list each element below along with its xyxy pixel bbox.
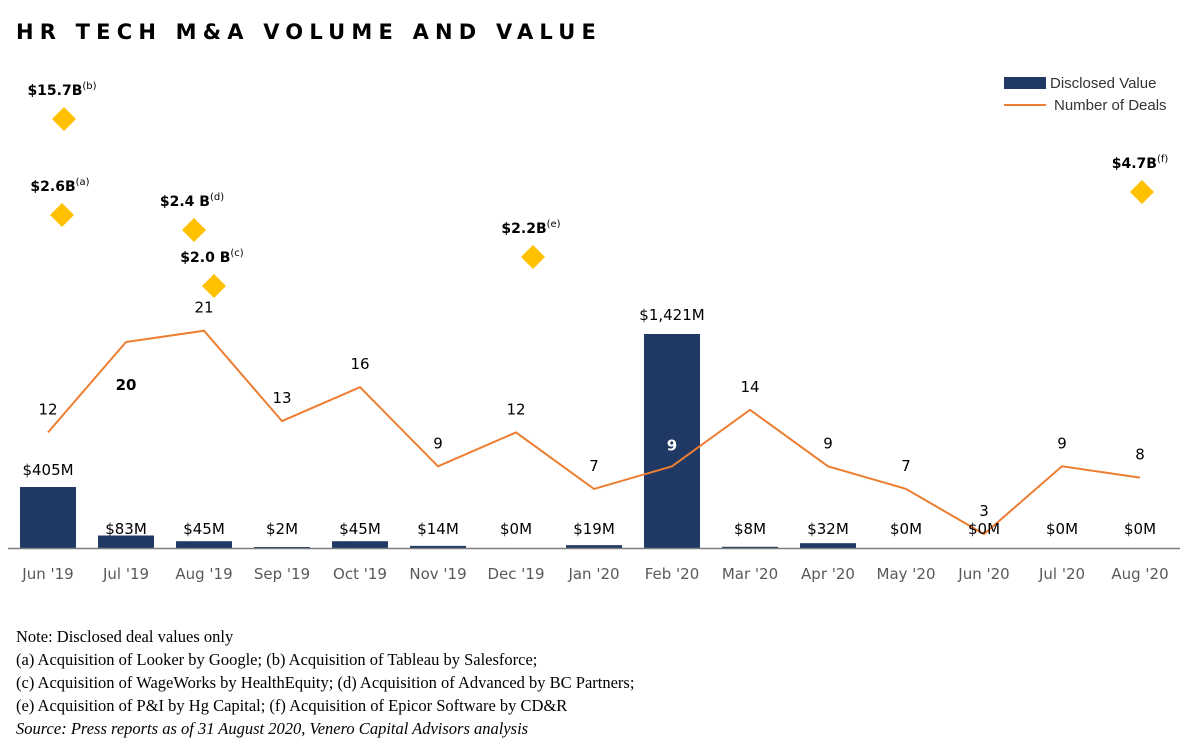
- annotation-diamond-icon: [182, 218, 206, 242]
- bar-10: [800, 543, 856, 548]
- annotation-diamond-icon: [202, 274, 226, 298]
- footnotes: Note: Disclosed deal values only (a) Acq…: [16, 625, 634, 740]
- bar-value-label: $405M: [22, 461, 73, 479]
- bar-7: [566, 545, 622, 548]
- x-tick-label: Dec '19: [487, 565, 544, 583]
- legend-label-number-of-deals: Number of Deals: [1054, 96, 1167, 114]
- line-value-label: 7: [589, 457, 599, 475]
- bar-value-label: $0M: [890, 520, 922, 538]
- line-value-label: 9: [823, 434, 833, 452]
- line-layer: [47, 329, 1141, 536]
- deals-line: [47, 329, 1141, 536]
- x-tick-label: Oct '19: [333, 565, 387, 583]
- line-value-label: 20: [116, 376, 137, 394]
- x-tick-label: Jul '20: [1038, 565, 1085, 583]
- legend-line-swatch: [1004, 104, 1046, 106]
- line-value-label: 7: [901, 457, 911, 475]
- x-tick-label: Mar '20: [722, 565, 778, 583]
- line-value-label: 8: [1135, 446, 1145, 464]
- annotation-label: $2.0 B(c): [180, 248, 243, 266]
- annotation-label: $15.7B(b): [27, 81, 96, 99]
- line-value-label: 13: [272, 389, 291, 407]
- line-value-label: 21: [194, 299, 213, 317]
- legend-item-number-of-deals: Number of Deals: [1004, 94, 1167, 116]
- annotation-label: $2.6B(a): [30, 177, 89, 195]
- footnote-source: Source: Press reports as of 31 August 20…: [16, 719, 529, 738]
- x-tick-label: Jun '19: [21, 565, 73, 583]
- bar-value-label: $32M: [807, 520, 849, 538]
- line-value-label: 14: [740, 378, 759, 396]
- x-tick-label: Aug '20: [1111, 565, 1168, 583]
- x-tick-label: Aug '19: [175, 565, 232, 583]
- bar-8: [644, 334, 700, 548]
- bars-layer: [20, 334, 856, 548]
- bar-3: [254, 547, 310, 548]
- bar-1: [98, 535, 154, 548]
- annotation-diamond-icon: [1130, 180, 1154, 204]
- bar-value-label: $8M: [734, 520, 766, 538]
- line-value-label: 12: [38, 400, 57, 418]
- x-tick-label: Jan '20: [567, 565, 619, 583]
- line-value-label: 3: [979, 502, 989, 520]
- line-value-label: 9: [667, 436, 677, 454]
- bar-value-label: $0M: [500, 520, 532, 538]
- annotation-label: $2.4 B(d): [160, 192, 224, 210]
- footnote-c-d: (c) Acquisition of WageWorks by HealthEq…: [16, 673, 635, 692]
- bar-value-label: $45M: [339, 520, 381, 538]
- line-value-label: 9: [1057, 434, 1067, 452]
- bar-value-label: $83M: [105, 520, 147, 538]
- x-axis: Jun '19 Jul '19 Aug '19 Sep '19 Oct '19 Nov '…: [8, 547, 1180, 583]
- bar-value-label: $14M: [417, 520, 459, 538]
- bar-value-label: $0M: [968, 520, 1000, 538]
- bar-value-label: $19M: [573, 520, 615, 538]
- line-value-label: 16: [350, 355, 369, 373]
- footnote-a-b: (a) Acquisition of Looker by Google; (b)…: [16, 650, 538, 669]
- annotation-label: $4.7B(f): [1112, 154, 1169, 172]
- annotation-diamond-icon: [521, 245, 545, 269]
- x-tick-label: Sep '19: [254, 565, 310, 583]
- bar-2: [176, 541, 232, 548]
- line-value-label: 12: [506, 400, 525, 418]
- bar-5: [410, 545, 466, 548]
- bar-value-label: $45M: [183, 520, 225, 538]
- bar-value-label: $2M: [266, 520, 298, 538]
- x-tick-label: Nov '19: [409, 565, 466, 583]
- footnote-e-f: (e) Acquisition of P&I by Hg Capital; (f…: [16, 696, 568, 715]
- bar-value-label: $0M: [1124, 520, 1156, 538]
- legend-label-disclosed-value: Disclosed Value: [1050, 74, 1157, 92]
- chart-title: HR TECH M&A VOLUME AND VALUE: [16, 20, 603, 44]
- annotation-layer: $15.7B(b) $2.6B(a) $2.4 B(d) $2.0 B(c) $2.2B…: [27, 81, 1168, 298]
- annotation-diamond-icon: [50, 203, 74, 227]
- annotation-diamond-icon: [52, 107, 76, 131]
- footnote-note: Note: Disclosed deal values only: [16, 627, 234, 646]
- legend-item-disclosed-value: Disclosed Value: [1004, 72, 1167, 94]
- x-tick-label: Feb '20: [645, 565, 700, 583]
- combo-chart: $15.7B(b) $2.6B(a) $2.4 B(d) $2.0 B(c) $2.2B…: [8, 81, 1180, 583]
- x-tick-label: Jun '20: [957, 565, 1009, 583]
- line-value-label: 9: [433, 434, 443, 452]
- bar-4: [332, 541, 388, 548]
- annotation-label: $2.2B(e): [501, 219, 560, 237]
- bar-9: [722, 546, 778, 548]
- data-labels-layer: $405M $83M $45M $2M $45M $14M $0M $19M $1,421M $8…: [22, 299, 1156, 538]
- bar-value-label: $1,421M: [639, 306, 704, 324]
- x-tick-label: Jul '19: [102, 565, 149, 583]
- legend-bar-swatch: [1004, 77, 1046, 89]
- bar-0: [20, 487, 76, 548]
- bar-value-label: $0M: [1046, 520, 1078, 538]
- x-tick-label: May '20: [877, 565, 936, 583]
- x-tick-label: Apr '20: [801, 565, 855, 583]
- chart-legend: Disclosed Value Number of Deals: [1004, 72, 1167, 116]
